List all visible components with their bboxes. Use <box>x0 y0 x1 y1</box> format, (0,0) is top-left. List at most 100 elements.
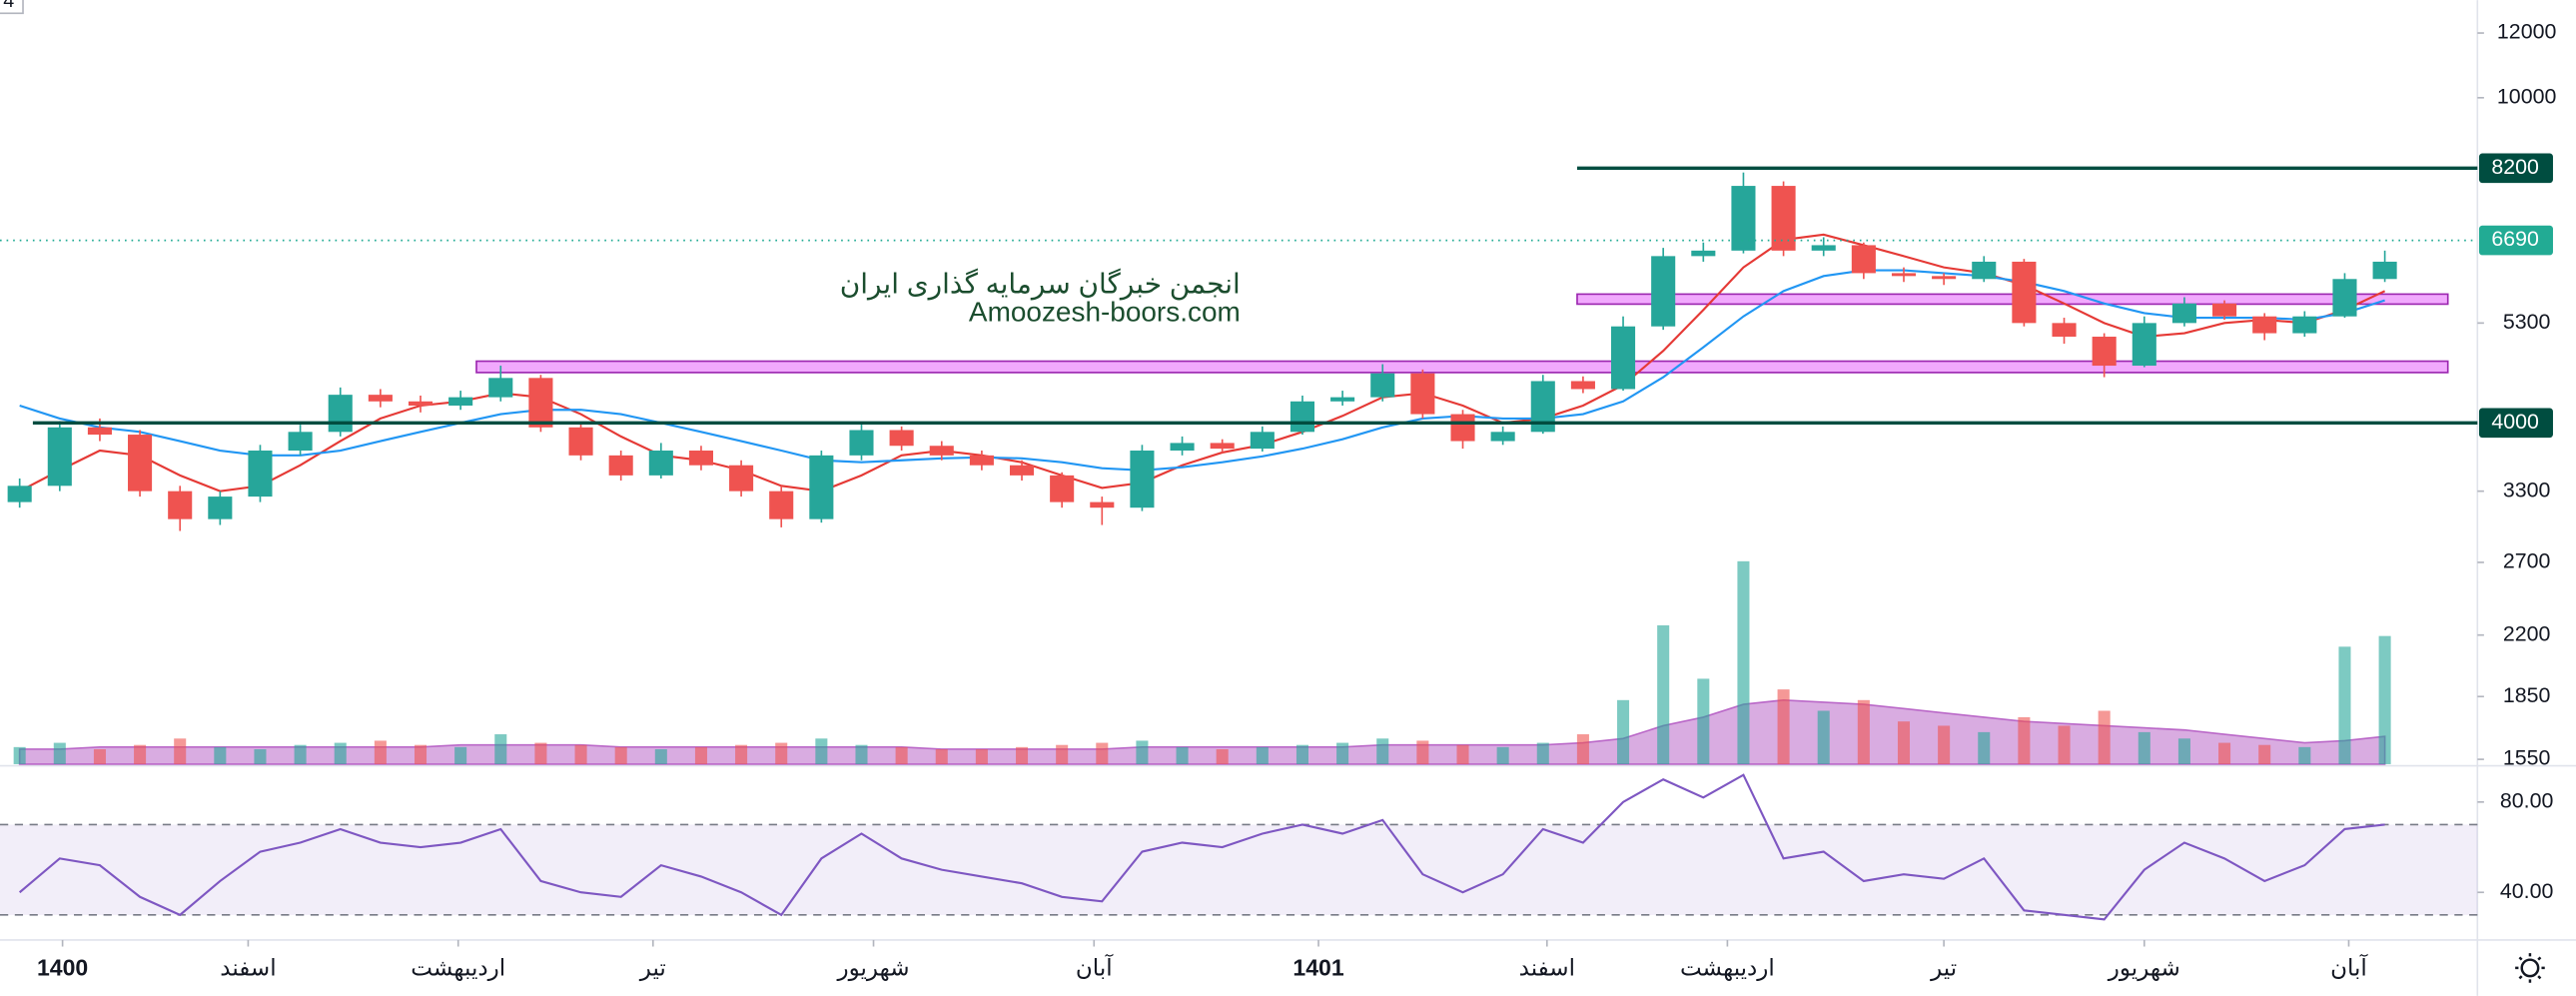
candle-body <box>1691 250 1716 257</box>
volume-bar <box>93 748 106 764</box>
volume-bar <box>2098 710 2111 764</box>
volume-bar <box>855 744 868 764</box>
volume-bar <box>1376 738 1389 764</box>
candle-body <box>1250 432 1275 450</box>
volume-bar <box>1176 746 1189 764</box>
volume-bar <box>2298 746 2311 764</box>
volume-bar <box>2378 635 2391 764</box>
candle-body <box>87 427 112 436</box>
candle-body <box>1811 245 1836 251</box>
volume-bar <box>494 734 507 764</box>
volume-bar <box>1978 731 1991 764</box>
volume-bar <box>414 744 428 764</box>
candle-body <box>729 465 754 492</box>
volume-bar <box>1536 742 1549 764</box>
candle-body <box>448 397 473 406</box>
candle-body <box>969 455 994 466</box>
candle-body <box>1972 261 1997 280</box>
volume-bar <box>2338 646 2351 764</box>
y-tick-label: 3300 <box>2503 478 2551 501</box>
candle-body <box>2372 261 2397 280</box>
candle-body <box>2252 316 2277 334</box>
support-zone <box>475 360 2449 374</box>
volume-bar <box>895 746 908 764</box>
volume-bar <box>1737 560 1750 764</box>
candle-body <box>7 486 32 502</box>
volume-bar <box>2138 731 2150 764</box>
candle-body <box>1170 443 1195 452</box>
candle-body <box>288 432 313 452</box>
x-tick-label: شهریور <box>2108 955 2180 982</box>
volume-bar <box>935 748 948 764</box>
volume-ma-area <box>18 698 2386 765</box>
x-tick-label: شهریور <box>837 955 910 982</box>
candle-body <box>248 451 273 498</box>
candle-body <box>1410 373 1435 415</box>
volume-bar <box>1697 678 1710 764</box>
volume-bar <box>294 744 307 764</box>
candle-body <box>168 491 193 519</box>
candle-body <box>1210 443 1235 450</box>
price-level-tag <box>2478 153 2553 184</box>
volume-bar <box>1216 748 1229 764</box>
volume-bar <box>374 740 387 764</box>
volume-bar <box>1938 725 1951 764</box>
volume-bar <box>1777 689 1790 764</box>
x-tick-label: اسفند <box>220 955 276 981</box>
candle-body <box>568 427 593 456</box>
candle-body <box>2052 323 2077 338</box>
volume-bar <box>174 738 187 764</box>
volume-bar <box>574 744 587 764</box>
volume-bar <box>254 748 267 764</box>
candle-body <box>2132 323 2156 367</box>
price-level-label: 8200 <box>2491 155 2539 179</box>
volume-bar <box>1416 740 1429 764</box>
volume-bar <box>1617 699 1630 764</box>
candle-body <box>208 497 233 519</box>
volume-bar <box>1295 744 1308 764</box>
candle-body <box>2292 316 2317 334</box>
candle-body <box>368 395 393 402</box>
volume-bar <box>614 746 627 764</box>
volume-bar <box>775 742 788 764</box>
volume-bar <box>214 746 227 764</box>
rsi-line <box>18 773 2385 921</box>
candle-body <box>408 401 433 406</box>
volume-bar <box>1576 734 1589 764</box>
candle-body <box>1050 475 1075 502</box>
volume-bar <box>654 748 667 764</box>
candle-body <box>688 451 713 466</box>
volume-bar <box>2177 738 2190 764</box>
candle-body <box>1851 245 1876 274</box>
volume-bar <box>1897 721 1911 764</box>
volume-bar <box>1817 710 1830 764</box>
y-tick-label: 10000 <box>2497 84 2557 108</box>
badge-box <box>0 0 24 15</box>
volume-bar <box>534 742 547 764</box>
candle-body <box>2332 279 2357 317</box>
volume-bar <box>1096 742 1109 764</box>
candle-body <box>1490 432 1515 442</box>
volume-bar <box>1496 746 1509 764</box>
x-tick-label: تیر <box>639 955 666 982</box>
x-tick-label: آبان <box>1076 954 1114 981</box>
settings-icon[interactable] <box>2515 953 2545 983</box>
candle-body <box>849 430 874 456</box>
candle-body <box>648 451 673 476</box>
rsi-tick-label: 80.00 <box>2500 788 2554 812</box>
candle-body <box>769 491 794 519</box>
volume-bar <box>1056 744 1069 764</box>
y-tick-label: 2700 <box>2503 549 2551 573</box>
watermark: انجمن خبرگان سرمایه گذاری ایران <box>840 268 1241 301</box>
x-tick-label: اردیبهشت <box>1680 955 1775 982</box>
candle-body <box>2092 337 2117 367</box>
x-tick-label: 1401 <box>1292 955 1343 981</box>
volume-bar <box>1256 746 1269 764</box>
candle-body <box>1330 397 1355 402</box>
candle-body <box>2171 303 2196 324</box>
volume-bar <box>53 742 66 764</box>
x-tick-label: تیر <box>1930 955 1957 982</box>
y-tick-label: 12000 <box>2497 20 2557 44</box>
candle-body <box>128 435 153 492</box>
volume-bar <box>975 748 988 764</box>
